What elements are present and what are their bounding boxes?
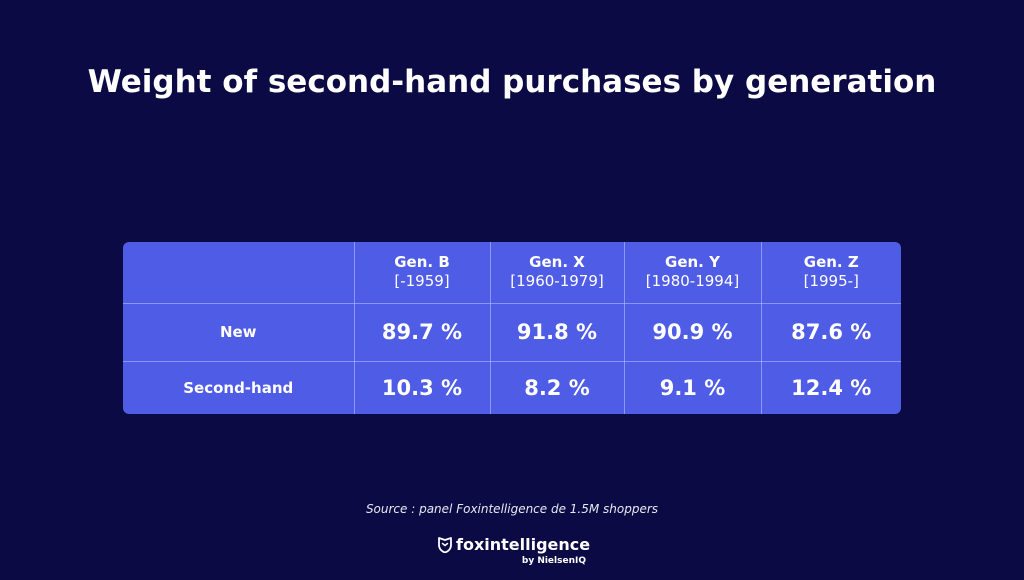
column-header-gen-x: Gen. X [1960-1979] bbox=[489, 242, 625, 304]
chart-title: Weight of second-hand purchases by gener… bbox=[87, 64, 937, 100]
brand-name: foxintelligence bbox=[456, 535, 591, 554]
value-cell: 91.8 % bbox=[489, 302, 625, 362]
row-label: Second-hand bbox=[123, 360, 355, 414]
value-cell: 12.4 % bbox=[760, 360, 901, 414]
corner-cell bbox=[123, 242, 355, 304]
column-header-gen-z: Gen. Z [1995-] bbox=[760, 242, 901, 304]
value-cell: 9.1 % bbox=[623, 360, 762, 414]
column-range: [-1959] bbox=[394, 272, 450, 291]
value-cell: 90.9 % bbox=[623, 302, 762, 362]
source-note: Source : panel Foxintelligence de 1.5M s… bbox=[365, 502, 659, 516]
table-row-second-hand: Second-hand 10.3 % 8.2 % 9.1 % 12.4 % bbox=[123, 360, 901, 414]
column-name: Gen. X bbox=[529, 253, 585, 272]
column-range: [1980-1994] bbox=[645, 272, 740, 291]
row-label: New bbox=[123, 302, 355, 362]
data-table: Gen. B [-1959] Gen. X [1960-1979] Gen. Y… bbox=[123, 242, 901, 414]
column-header-gen-b: Gen. B [-1959] bbox=[353, 242, 491, 304]
generation-table: Gen. B [-1959] Gen. X [1960-1979] Gen. Y… bbox=[123, 242, 901, 414]
column-name: Gen. Z bbox=[803, 253, 859, 272]
value-cell: 10.3 % bbox=[353, 360, 491, 414]
brand-byline: by NielsenIQ bbox=[521, 556, 586, 566]
brand-logo: foxintelligence by NielsenIQ bbox=[438, 535, 591, 567]
fox-shield-icon bbox=[438, 537, 452, 553]
column-header-gen-y: Gen. Y [1980-1994] bbox=[623, 242, 762, 304]
column-range: [1995-] bbox=[803, 272, 859, 291]
column-name: Gen. B bbox=[394, 253, 450, 272]
table-row-new: New 89.7 % 91.8 % 90.9 % 87.6 % bbox=[123, 302, 901, 362]
value-cell: 89.7 % bbox=[353, 302, 491, 362]
header-row: Gen. B [-1959] Gen. X [1960-1979] Gen. Y… bbox=[123, 242, 901, 304]
column-range: [1960-1979] bbox=[510, 272, 604, 291]
value-cell: 8.2 % bbox=[489, 360, 625, 414]
value-cell: 87.6 % bbox=[760, 302, 901, 362]
column-name: Gen. Y bbox=[665, 253, 720, 272]
